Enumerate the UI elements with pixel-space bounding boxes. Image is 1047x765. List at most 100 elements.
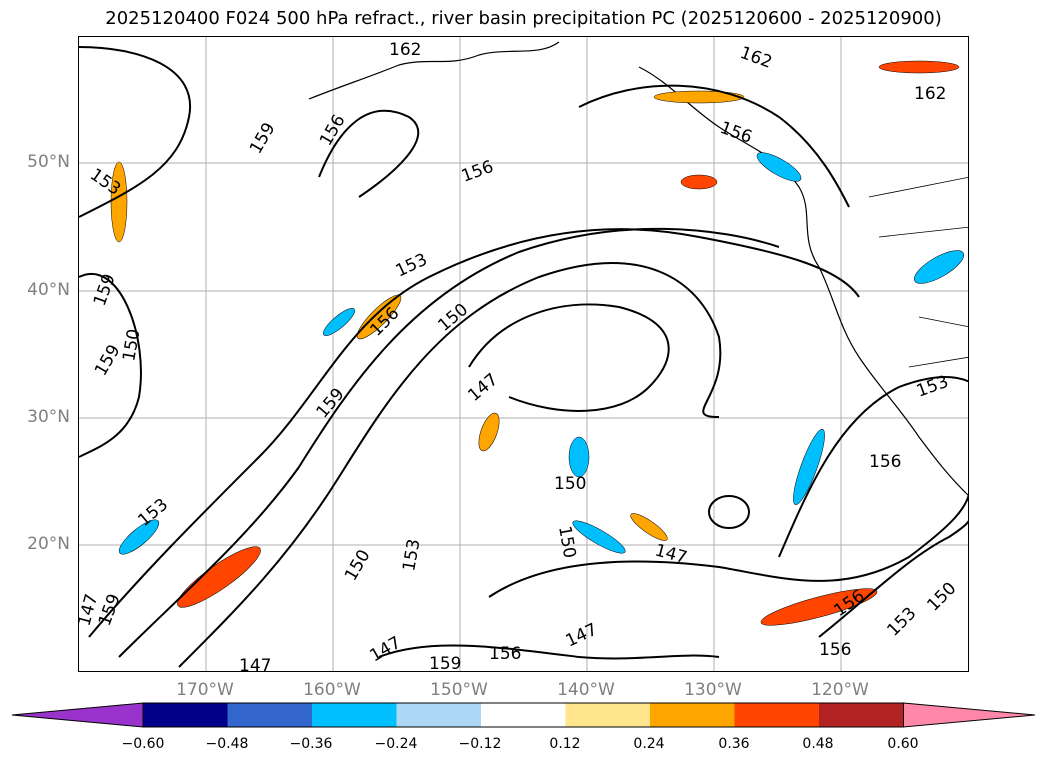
precip-blob — [630, 513, 668, 541]
colorbar-segments — [11, 702, 1036, 728]
precip-blob — [680, 174, 718, 190]
precip-blob — [568, 436, 590, 478]
contour-line — [118, 227, 780, 658]
contour-label: 156 — [316, 111, 350, 149]
map-canvas: 162 162 162 159 159 159 159 159 159 156 … — [79, 37, 968, 672]
colorbar-segment — [481, 703, 566, 727]
lon-label: 160°W — [303, 680, 361, 700]
colorbar-tick: −0.48 — [205, 736, 249, 752]
contour-label: 162 — [389, 40, 421, 60]
coastlines — [308, 41, 968, 496]
lon-label: 150°W — [430, 680, 488, 700]
west-coast — [638, 66, 968, 496]
colorbar-segment — [565, 703, 650, 727]
lon-label: 140°W — [557, 680, 615, 700]
contour-line — [708, 495, 750, 529]
map-panel: 162 162 162 159 159 159 159 159 159 156 … — [78, 36, 969, 672]
contour-label: 147 — [563, 620, 601, 652]
contour-line — [488, 494, 968, 598]
contour-label: 150 — [923, 578, 960, 615]
contour-label: 153 — [393, 250, 431, 282]
colorbar-segment — [650, 703, 735, 727]
contour-label: 153 — [134, 495, 172, 531]
contour-line — [818, 520, 968, 638]
contour-label: 156 — [489, 644, 521, 664]
contour-label: 150 — [554, 474, 586, 494]
precip-blob — [878, 60, 960, 74]
contour-label: 156 — [869, 452, 901, 472]
colorbar-tick: −0.12 — [458, 736, 502, 752]
colorbar-segment — [312, 703, 397, 727]
precip-blob — [756, 152, 802, 182]
colorbar-tick: 0.60 — [887, 736, 919, 752]
contour-line — [318, 109, 420, 198]
contour-label: 150 — [341, 546, 375, 584]
contour-line — [79, 46, 192, 218]
contour-line — [178, 262, 722, 668]
contour-label: 156 — [717, 118, 754, 148]
colorbar-frame — [142, 702, 904, 728]
precip-blob — [322, 308, 356, 336]
lat-label: 20°N — [27, 534, 70, 554]
refractivity-contours — [79, 46, 968, 668]
colorbar-tick: −0.24 — [374, 736, 418, 752]
colorbar-segment — [227, 703, 312, 727]
lat-label: 40°N — [27, 280, 70, 300]
precip-blob — [760, 588, 878, 626]
contour-label: 147 — [239, 656, 271, 672]
contour-label: 159 — [313, 384, 349, 422]
lat-label: 50°N — [27, 152, 70, 172]
precip-blob — [356, 294, 402, 340]
precip-blob — [572, 520, 626, 554]
contour-line — [578, 84, 850, 208]
contour-label: 153 — [914, 372, 951, 402]
contour-labels: 162 162 162 159 159 159 159 159 159 156 … — [79, 40, 960, 672]
contour-label: 159 — [429, 654, 461, 672]
precip-blob — [653, 90, 745, 104]
contour-label: 159 — [246, 119, 280, 157]
precip-blob — [793, 429, 825, 505]
lon-label: 170°W — [176, 680, 234, 700]
colorbar-tick: 0.36 — [718, 736, 750, 752]
lon-label: 120°W — [811, 680, 869, 700]
contour-label: 153 — [883, 603, 920, 640]
contour-label: 150 — [434, 300, 472, 336]
contour-label: 159 — [91, 341, 125, 379]
precip-blob — [478, 412, 500, 452]
contour-label: 156 — [459, 157, 496, 187]
colorbar-tick: 0.48 — [802, 736, 834, 752]
contour-label: 156 — [819, 640, 851, 660]
state-borders — [868, 176, 968, 368]
contour-line — [79, 273, 142, 458]
precip-blob — [913, 250, 965, 284]
colorbar-segment — [734, 703, 819, 727]
contour-line — [778, 376, 968, 558]
contour-line — [88, 228, 860, 638]
precip-blob — [110, 161, 128, 243]
colorbar — [11, 702, 1036, 728]
contour-label: 162 — [737, 43, 774, 73]
lat-label: 30°N — [27, 407, 70, 427]
graticule — [79, 37, 968, 671]
precip-blob — [177, 546, 261, 608]
contour-label: 147 — [367, 633, 405, 667]
colorbar-tick: 0.24 — [633, 736, 665, 752]
contour-label: 162 — [914, 84, 946, 104]
colorbar-tick: −0.60 — [121, 736, 165, 752]
contour-line — [378, 644, 720, 660]
contour-label: 150 — [554, 524, 579, 559]
contour-label: 159 — [90, 271, 120, 308]
colorbar-segment — [143, 703, 228, 727]
map-title: 2025120400 F024 500 hPa refract., river … — [105, 8, 942, 29]
colorbar-tick: 0.12 — [549, 736, 581, 752]
lon-label: 130°W — [684, 680, 742, 700]
precip-blob — [118, 519, 160, 555]
colorbar-extension-low — [11, 702, 144, 728]
colorbar-segment — [396, 703, 481, 727]
contour-line — [468, 303, 670, 412]
precip-fills — [110, 60, 965, 626]
contour-label: 147 — [464, 370, 502, 406]
colorbar-extension-high — [903, 702, 1036, 728]
colorbar-segment — [819, 703, 904, 727]
colorbar-tick: −0.36 — [289, 736, 333, 752]
